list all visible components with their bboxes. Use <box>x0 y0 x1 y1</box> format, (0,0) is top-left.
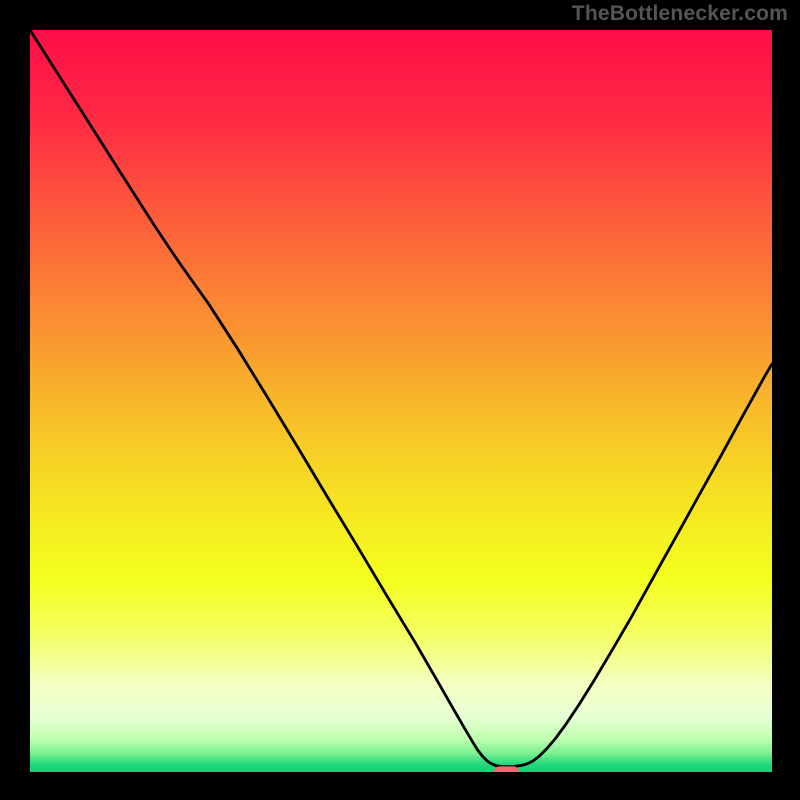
plot-svg <box>30 30 772 772</box>
chart-frame: TheBottlenecker.com <box>0 0 800 800</box>
plot-background <box>30 30 772 772</box>
watermark-text: TheBottlenecker.com <box>572 2 788 26</box>
optimal-marker <box>494 766 519 772</box>
bottleneck-plot <box>30 30 772 772</box>
